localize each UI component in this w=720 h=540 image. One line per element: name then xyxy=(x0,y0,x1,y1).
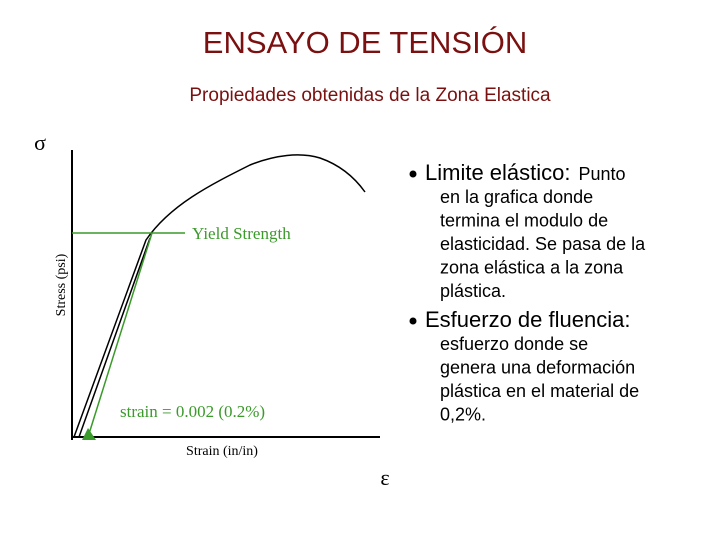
sigma-symbol: σ xyxy=(34,130,46,155)
subtitle: Propiedades obtenidas de la Zona Elastic… xyxy=(189,85,551,106)
bullet-text: en la grafica donde xyxy=(440,187,593,207)
bullet-text: plástica en el material de xyxy=(440,381,639,401)
bullet-term: Limite elástico: xyxy=(425,160,571,185)
bullet-text: Punto xyxy=(579,164,626,184)
x-label: Strain (in/in) xyxy=(186,444,258,459)
curve xyxy=(73,154,366,438)
bullet-text: zona elástica a la zona xyxy=(440,257,624,277)
bullet-text: plástica. xyxy=(440,281,506,301)
yield-label: Yield Strength xyxy=(192,224,291,243)
bullet-text: elasticidad. Se pasa de la xyxy=(440,234,646,254)
offset-line xyxy=(87,232,153,438)
bullet-list: Limite elástico: Punto en la grafica donde… xyxy=(409,160,646,424)
offset-label: strain = 0.002 (0.2%) xyxy=(120,402,265,421)
bullet-dot xyxy=(409,317,417,325)
bullet-term: Esfuerzo de fluencia: xyxy=(425,307,630,332)
title: ENSAYO DE TENSIÓN xyxy=(203,25,527,60)
offset-marker xyxy=(82,428,96,440)
curve-edge xyxy=(78,237,151,438)
bullet-text: 0,2%. xyxy=(440,404,486,424)
y-label: Stress (psi) xyxy=(54,253,69,316)
bullet-text: esfuerzo donde se xyxy=(440,334,588,354)
bullet-dot xyxy=(409,170,417,178)
epsilon-symbol: ε xyxy=(380,465,389,490)
bullet-text: genera una deformación xyxy=(440,357,635,377)
bullet-text: termina el modulo de xyxy=(440,210,608,230)
stress-strain-diagram: σ Yield Strength strain = 0.002 (0.2%) S… xyxy=(34,130,390,490)
